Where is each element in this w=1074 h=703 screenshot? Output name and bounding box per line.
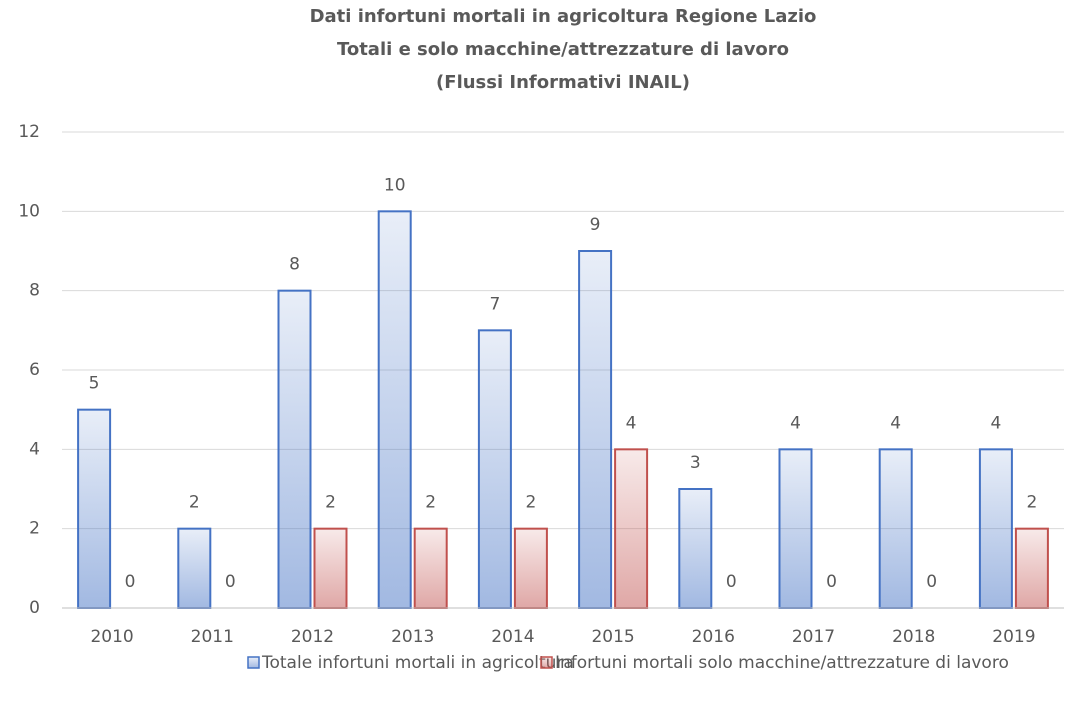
x-tick-label: 2012 bbox=[291, 627, 334, 647]
data-label: 4 bbox=[790, 413, 801, 433]
chart-title: Totali e solo macchine/attrezzature di l… bbox=[337, 39, 789, 60]
chart-title: Dati infortuni mortali in agricoltura Re… bbox=[310, 6, 817, 27]
bar bbox=[377, 210, 412, 609]
data-label: 4 bbox=[890, 413, 901, 433]
data-label: 3 bbox=[690, 453, 701, 473]
legend-label: Infortuni mortali solo macchine/attrezza… bbox=[555, 653, 1009, 673]
bar bbox=[578, 250, 613, 609]
x-tick-label: 2019 bbox=[992, 627, 1035, 647]
bar bbox=[477, 329, 512, 609]
bar bbox=[513, 527, 548, 610]
bar bbox=[413, 527, 448, 610]
bar bbox=[778, 448, 813, 610]
legend-swatch bbox=[540, 656, 553, 669]
data-label: 2 bbox=[325, 493, 336, 513]
data-label: 9 bbox=[590, 215, 601, 235]
y-tick-label: 4 bbox=[29, 439, 40, 459]
y-tick-label: 6 bbox=[29, 360, 40, 380]
bar bbox=[277, 289, 312, 609]
legend-label: Totale infortuni mortali in agricoltura bbox=[261, 653, 574, 673]
data-label: 4 bbox=[626, 413, 637, 433]
data-label: 0 bbox=[225, 572, 236, 592]
bar bbox=[1014, 527, 1049, 610]
x-tick-label: 2015 bbox=[591, 627, 634, 647]
data-label: 7 bbox=[489, 294, 500, 314]
data-label: 2 bbox=[1026, 493, 1037, 513]
data-label: 8 bbox=[289, 255, 300, 275]
y-tick-label: 8 bbox=[29, 281, 40, 301]
bar bbox=[177, 527, 212, 610]
bar bbox=[978, 448, 1013, 610]
chart-title: (Flussi Informativi INAIL) bbox=[436, 72, 690, 93]
data-label: 2 bbox=[525, 493, 536, 513]
data-label: 0 bbox=[125, 572, 136, 592]
x-tick-label: 2016 bbox=[692, 627, 735, 647]
bar bbox=[678, 488, 713, 609]
x-tick-label: 2014 bbox=[491, 627, 534, 647]
data-label: 2 bbox=[189, 493, 200, 513]
data-label: 5 bbox=[89, 374, 100, 394]
x-tick-label: 2018 bbox=[892, 627, 935, 647]
data-label: 0 bbox=[826, 572, 837, 592]
data-label: 0 bbox=[726, 572, 737, 592]
data-label: 10 bbox=[384, 175, 406, 195]
x-tick-label: 2010 bbox=[90, 627, 133, 647]
y-tick-label: 10 bbox=[18, 201, 40, 221]
x-tick-label: 2013 bbox=[391, 627, 434, 647]
data-label: 2 bbox=[425, 493, 436, 513]
bar bbox=[77, 408, 112, 609]
bar bbox=[313, 527, 348, 610]
y-tick-label: 0 bbox=[29, 598, 40, 618]
x-tick-label: 2017 bbox=[792, 627, 835, 647]
y-tick-label: 12 bbox=[18, 122, 40, 142]
bar bbox=[878, 448, 913, 610]
bar bbox=[614, 448, 649, 610]
data-label: 0 bbox=[926, 572, 937, 592]
y-tick-label: 2 bbox=[29, 519, 40, 539]
legend-swatch bbox=[247, 656, 260, 669]
x-tick-label: 2011 bbox=[191, 627, 234, 647]
data-label: 4 bbox=[990, 413, 1001, 433]
